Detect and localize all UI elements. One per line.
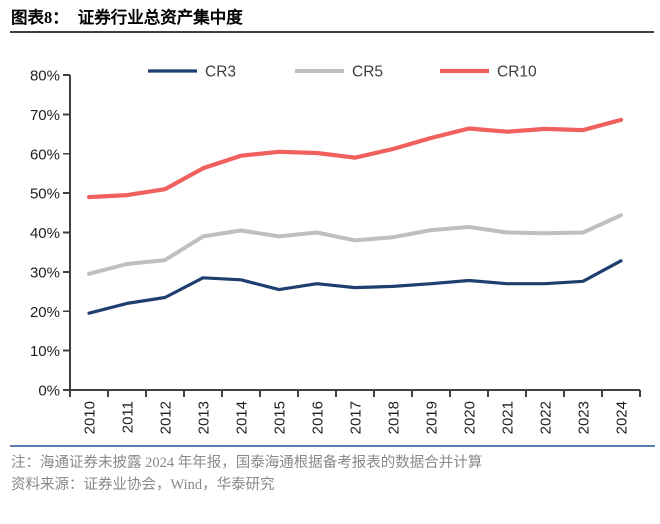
legend-item-cr10: CR10 (440, 64, 537, 81)
footer-divider (10, 445, 655, 447)
figure-footnotes: 注：海通证券未披露 2024 年年报，国泰海通根据备考报表的数据合并计算 资料来… (0, 447, 660, 497)
series-line-cr10 (86, 117, 624, 200)
x-axis-label: 2015 (272, 401, 289, 434)
legend-item-cr5: CR5 (295, 64, 383, 81)
y-axis-label: 80% (30, 68, 60, 85)
legend-label-cr5: CR5 (352, 64, 383, 81)
series-line-cr5 (87, 213, 623, 276)
figure-label: 图表8： (11, 8, 69, 27)
x-axis-label: 2017 (348, 401, 365, 434)
x-axis-label: 2013 (196, 401, 213, 434)
x-axis-label: 2020 (462, 401, 479, 434)
x-axis-label: 2024 (614, 401, 631, 434)
x-axis-label: 2016 (310, 401, 327, 434)
x-axis-label: 2019 (424, 401, 441, 434)
y-axis-label: 40% (30, 225, 60, 242)
y-axis: 0% 10% 20% 30% 40% 50% 60% 70% 80% (30, 68, 70, 400)
y-axis-label: 50% (30, 186, 60, 203)
x-axis-label: 2018 (386, 401, 403, 434)
title-underline (10, 31, 654, 33)
source-text: 资料来源：证券业协会，Wind，华泰研究 (11, 477, 275, 494)
y-axis-label: 10% (30, 343, 60, 360)
x-axis-label: 2023 (576, 401, 593, 434)
x-axis-label: 2021 (500, 401, 517, 434)
y-axis-label: 30% (30, 264, 60, 281)
y-axis-label: 20% (30, 304, 60, 321)
series-line-cr3 (87, 259, 623, 315)
figure-header: 图表8： 证券行业总资产集中度 (0, 0, 660, 28)
x-axis-label: 2022 (538, 401, 555, 434)
y-axis-label: 60% (30, 146, 60, 163)
y-axis-label: 0% (38, 383, 60, 400)
x-axis-label: 2010 (82, 401, 99, 434)
y-axis-label: 70% (30, 107, 60, 124)
x-axis-label: 2012 (158, 401, 175, 434)
legend-label-cr10: CR10 (497, 64, 537, 81)
asset-concentration-line-chart: CR3 CR5 CR10 0% 10% 20% 30% 40% 50% 60% 70% 80% 2010… (30, 64, 641, 434)
x-axis-label: 2014 (234, 401, 251, 434)
note-text: 注：海通证券未披露 2024 年年报，国泰海通根据备考报表的数据合并计算 (11, 455, 483, 471)
x-axis: 2010 2011 2012 2013 2014 2015 2016 2017 2018 2019… (69, 390, 641, 434)
chart-legend: CR3 CR5 CR10 (148, 64, 537, 81)
legend-item-cr3: CR3 (148, 64, 236, 81)
x-axis-label: 2011 (120, 401, 137, 433)
legend-label-cr3: CR3 (205, 64, 236, 81)
figure-title: 证券行业总资产集中度 (77, 8, 243, 27)
